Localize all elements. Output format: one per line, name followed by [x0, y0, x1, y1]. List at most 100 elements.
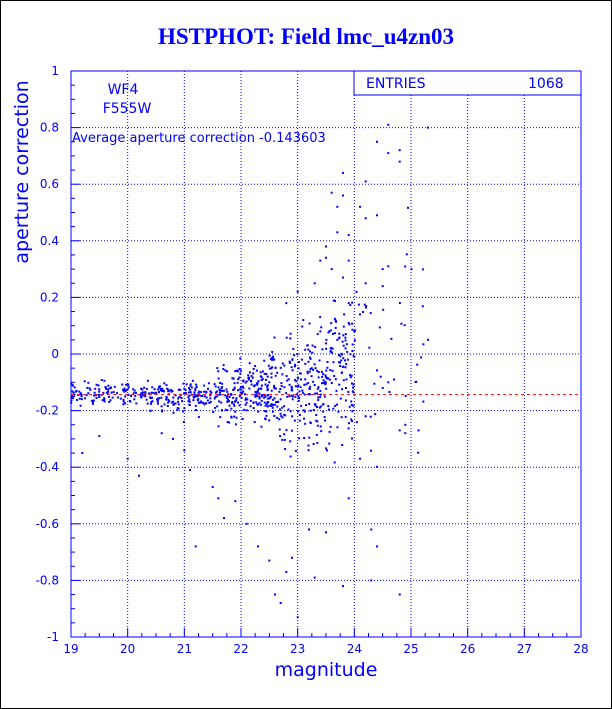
data-point: [312, 380, 315, 383]
data-point: [181, 400, 184, 403]
data-point: [348, 422, 350, 425]
data-point: [289, 337, 292, 340]
data-point: [187, 396, 190, 399]
data-point: [309, 368, 312, 370]
data-point: [285, 392, 288, 395]
data-point: [336, 205, 339, 208]
data-point: [335, 389, 338, 392]
data-point: [155, 391, 158, 394]
data-point: [76, 399, 79, 401]
data-point: [249, 399, 252, 402]
data-point: [279, 398, 282, 401]
data-point: [329, 369, 332, 371]
data-point: [197, 401, 200, 404]
data-point: [404, 432, 407, 435]
data-point: [98, 390, 101, 393]
data-point: [294, 365, 296, 368]
data-point: [344, 415, 347, 418]
data-point: [219, 416, 222, 419]
data-point: [307, 348, 310, 351]
data-point: [285, 336, 288, 339]
data-point: [257, 545, 259, 548]
data-point: [239, 369, 242, 372]
data-point: [250, 375, 253, 378]
data-point: [263, 410, 266, 413]
data-point: [152, 391, 155, 394]
x-tick-label: 27: [517, 642, 532, 656]
data-point: [231, 377, 234, 380]
data-point: [221, 389, 223, 392]
data-point: [103, 397, 106, 400]
data-point: [224, 394, 227, 397]
data-point: [87, 381, 90, 384]
data-point: [135, 391, 137, 394]
y-tick-label: 0.2: [40, 290, 59, 304]
data-point: [70, 396, 73, 399]
data-point: [119, 397, 122, 400]
data-point: [328, 330, 331, 333]
data-point: [319, 393, 322, 396]
data-point: [140, 387, 143, 390]
data-point: [340, 416, 343, 419]
data-point: [108, 401, 111, 403]
data-point: [376, 369, 378, 372]
data-point: [130, 395, 132, 397]
data-point: [265, 373, 268, 375]
data-point: [195, 394, 198, 397]
data-point: [322, 410, 325, 413]
data-point: [344, 366, 347, 369]
data-point: [338, 361, 340, 364]
data-point: [172, 403, 175, 406]
data-point: [298, 437, 301, 440]
data-point: [296, 616, 299, 619]
data-point: [393, 378, 395, 381]
data-point: [306, 372, 309, 375]
data-point: [323, 395, 326, 398]
data-point: [306, 370, 309, 373]
data-point: [217, 370, 220, 373]
data-point: [351, 382, 353, 385]
data-point: [257, 387, 260, 390]
data-point: [287, 378, 290, 381]
data-point: [271, 406, 274, 409]
data-point: [95, 397, 98, 399]
data-point: [325, 342, 327, 345]
data-point: [183, 421, 185, 423]
data-point: [183, 449, 186, 452]
data-point: [311, 351, 314, 354]
data-point: [268, 354, 271, 357]
data-point: [218, 400, 221, 403]
data-point: [292, 347, 295, 350]
data-point: [240, 396, 243, 399]
data-point: [288, 395, 291, 398]
data-point: [165, 398, 168, 401]
data-point: [285, 375, 288, 377]
data-point: [95, 394, 97, 397]
stats-label: ENTRIES: [366, 76, 426, 92]
data-point: [315, 419, 318, 422]
data-point: [304, 378, 307, 381]
data-point: [228, 400, 231, 403]
data-point: [261, 370, 264, 373]
data-point: [139, 395, 142, 398]
data-point: [188, 400, 191, 403]
data-point: [258, 395, 261, 398]
data-point: [312, 409, 315, 411]
data-point: [228, 421, 231, 424]
data-point: [132, 388, 135, 391]
data-point: [250, 383, 253, 386]
data-point: [325, 447, 327, 450]
data-point: [101, 399, 104, 402]
data-point: [216, 367, 219, 370]
data-point: [319, 425, 322, 428]
data-point: [301, 389, 304, 392]
data-point: [70, 399, 73, 402]
data-point: [256, 389, 259, 392]
data-point: [197, 391, 200, 394]
data-point: [325, 347, 328, 350]
data-point: [317, 371, 320, 374]
data-point: [92, 402, 94, 405]
data-point: [197, 415, 200, 418]
data-point: [72, 391, 75, 394]
data-point: [308, 528, 310, 531]
